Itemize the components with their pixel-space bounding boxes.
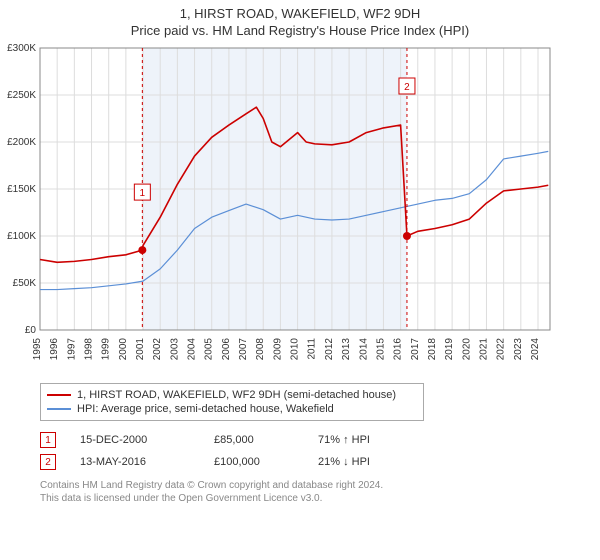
svg-text:2007: 2007	[238, 338, 249, 361]
svg-text:2000: 2000	[118, 338, 129, 361]
legend-box: 1, HIRST ROAD, WAKEFIELD, WF2 9DH (semi-…	[40, 383, 424, 421]
svg-text:£100K: £100K	[7, 231, 36, 242]
marker-date: 13-MAY-2016	[80, 456, 190, 468]
title-line2: Price paid vs. HM Land Registry's House …	[0, 21, 600, 42]
svg-text:2021: 2021	[478, 338, 489, 361]
legend-item: HPI: Average price, semi-detached house,…	[47, 402, 417, 416]
footer-line1: Contains HM Land Registry data © Crown c…	[40, 479, 600, 492]
svg-text:2002: 2002	[152, 338, 163, 361]
svg-text:2019: 2019	[444, 338, 455, 361]
svg-text:2008: 2008	[255, 338, 266, 361]
marker-pct: 71% ↑ HPI	[318, 434, 418, 446]
svg-text:2004: 2004	[187, 338, 198, 361]
price-chart: £0 £50K £100K £150K £200K £250K £300K 1995 1996 1…	[0, 42, 600, 385]
svg-text:2014: 2014	[358, 338, 369, 361]
legend-item: 1, HIRST ROAD, WAKEFIELD, WF2 9DH (semi-…	[47, 388, 417, 402]
svg-text:2024: 2024	[530, 338, 541, 361]
svg-text:2001: 2001	[135, 338, 146, 361]
marker-date: 15-DEC-2000	[80, 434, 190, 446]
svg-text:1998: 1998	[84, 338, 95, 361]
svg-text:2010: 2010	[290, 338, 301, 361]
marker-table: 1 15-DEC-2000 £85,000 71% ↑ HPI 2 13-MAY-2016…	[40, 429, 600, 473]
svg-text:2006: 2006	[221, 338, 232, 361]
marker-price: £85,000	[214, 434, 294, 446]
svg-text:1997: 1997	[66, 338, 77, 361]
svg-text:2023: 2023	[513, 338, 524, 361]
footer-line2: This data is licensed under the Open Gov…	[40, 492, 600, 505]
svg-text:2020: 2020	[461, 338, 472, 361]
svg-text:2011: 2011	[307, 338, 318, 360]
svg-text:1: 1	[140, 188, 146, 199]
svg-text:£150K: £150K	[7, 184, 36, 195]
svg-text:2012: 2012	[324, 338, 335, 361]
svg-text:2003: 2003	[169, 338, 180, 361]
marker-pct: 21% ↓ HPI	[318, 456, 418, 468]
svg-text:2018: 2018	[427, 338, 438, 361]
svg-text:£200K: £200K	[7, 137, 36, 148]
svg-text:1996: 1996	[49, 338, 60, 361]
svg-text:2005: 2005	[204, 338, 215, 361]
marker-badge: 1	[40, 432, 56, 448]
svg-text:2: 2	[404, 82, 410, 93]
legend-swatch	[47, 394, 71, 396]
svg-text:£50K: £50K	[13, 278, 37, 289]
svg-text:2015: 2015	[375, 338, 386, 361]
svg-text:1999: 1999	[101, 338, 112, 361]
svg-text:2017: 2017	[410, 338, 421, 361]
chart-svg: £0 £50K £100K £150K £200K £250K £300K 1995 1996 1…	[0, 42, 560, 382]
svg-text:1995: 1995	[32, 338, 43, 361]
svg-text:2022: 2022	[496, 338, 507, 361]
marker-price: £100,000	[214, 456, 294, 468]
marker-row: 1 15-DEC-2000 £85,000 71% ↑ HPI	[40, 429, 600, 451]
svg-text:£0: £0	[25, 325, 37, 336]
legend-swatch	[47, 408, 71, 410]
title-line1: 1, HIRST ROAD, WAKEFIELD, WF2 9DH	[0, 0, 600, 21]
svg-text:2009: 2009	[272, 338, 283, 361]
marker-row: 2 13-MAY-2016 £100,000 21% ↓ HPI	[40, 451, 600, 473]
svg-text:£300K: £300K	[7, 43, 36, 54]
marker-badge: 2	[40, 454, 56, 470]
svg-text:2013: 2013	[341, 338, 352, 361]
svg-text:£250K: £250K	[7, 90, 36, 101]
svg-text:2016: 2016	[393, 338, 404, 361]
legend-label: 1, HIRST ROAD, WAKEFIELD, WF2 9DH (semi-…	[77, 389, 396, 401]
legend-label: HPI: Average price, semi-detached house,…	[77, 403, 334, 415]
footer-attribution: Contains HM Land Registry data © Crown c…	[40, 479, 600, 505]
